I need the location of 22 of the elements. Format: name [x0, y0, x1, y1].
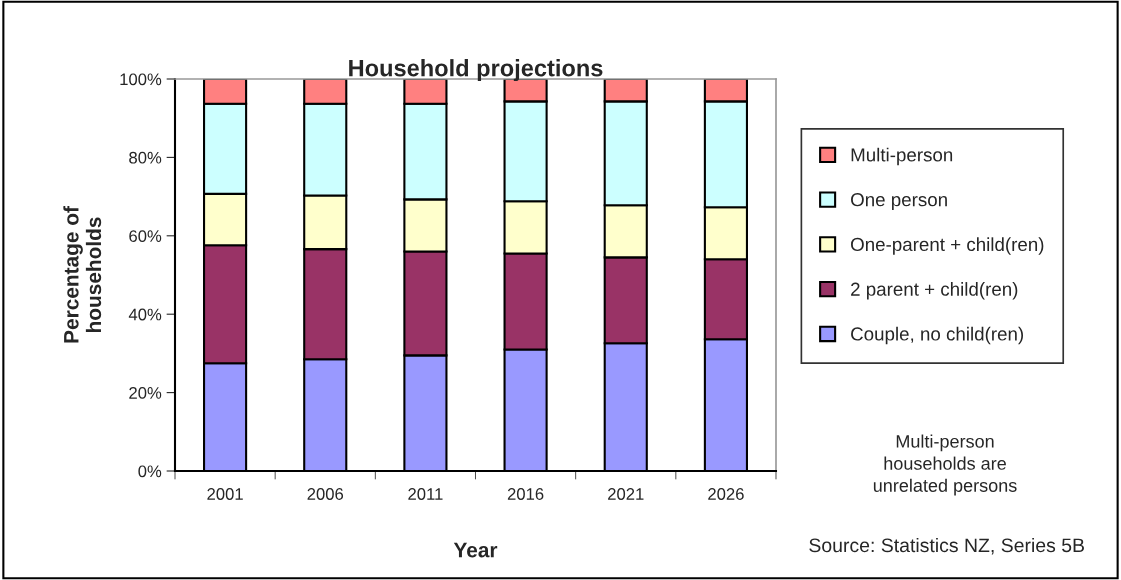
source-note: Source: Statistics NZ, Series 5B	[809, 537, 1084, 555]
y-tick-label: 60%	[129, 230, 162, 242]
y-tick-label: 20%	[129, 387, 162, 399]
x-tick-label: 2011	[408, 488, 443, 500]
text: Multi-person households are unrelated persons	[873, 434, 1017, 496]
y-axis-title: Percentage of households	[63, 206, 102, 343]
x-tick-label: 2006	[307, 488, 344, 500]
legend-label: One-parent + child(ren)	[851, 237, 1044, 255]
y-tick-label: 80%	[129, 151, 162, 164]
x-tick-label: 2016	[507, 488, 544, 500]
x-tick-label: 2001	[207, 488, 243, 500]
chart-title: Household projections	[349, 59, 603, 82]
y-tick-label: 100%	[120, 73, 162, 86]
legend-label: Multi-person	[851, 147, 953, 166]
x-tick-label: 2021	[608, 488, 644, 500]
y-tick-label: 40%	[128, 308, 162, 321]
y-tick-label: 0%	[138, 465, 162, 478]
x-axis-title: Year	[453, 542, 498, 558]
legend-label: Couple, no child(ren)	[851, 326, 1024, 345]
legend-label: 2 parent + child(ren)	[851, 282, 1018, 300]
x-tick-label: 2026	[708, 488, 744, 500]
legend-label: One person	[851, 193, 947, 211]
